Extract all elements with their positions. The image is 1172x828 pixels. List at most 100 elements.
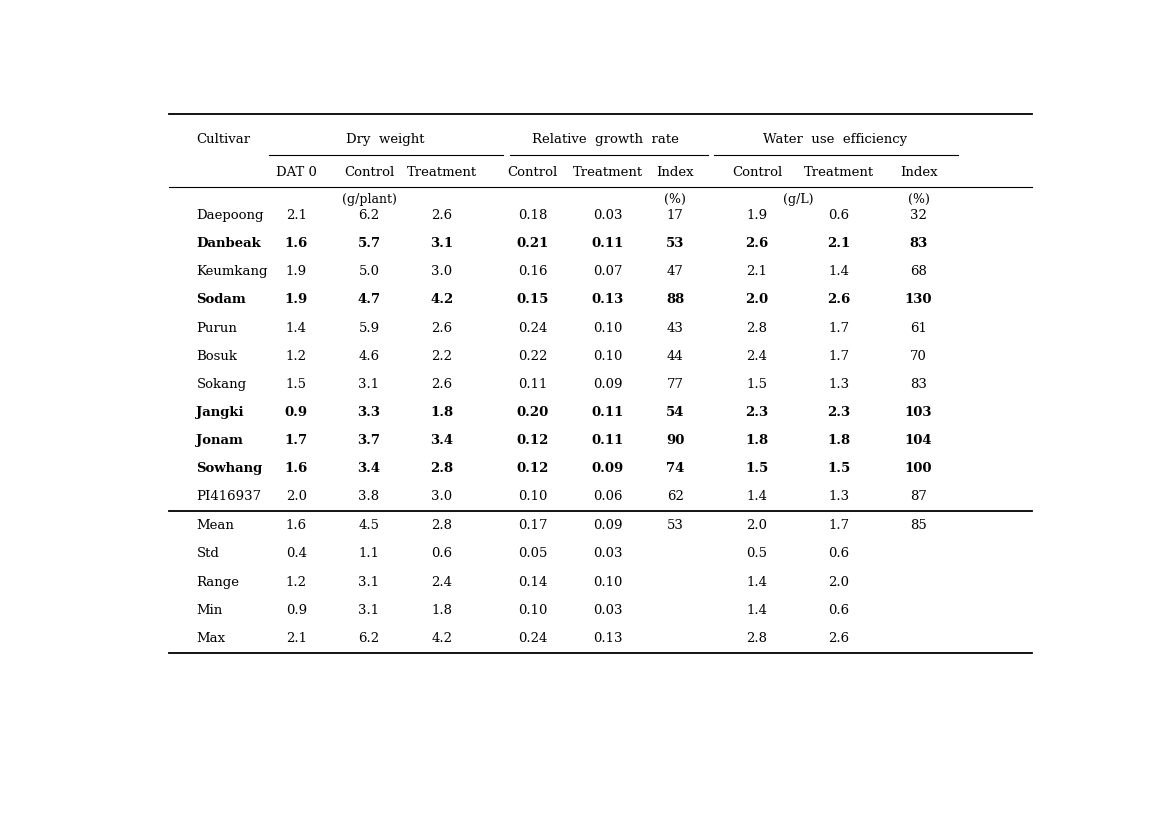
Text: Purun: Purun [197, 321, 238, 335]
Text: 3.1: 3.1 [359, 575, 380, 588]
Text: 3.7: 3.7 [357, 433, 381, 446]
Text: 1.9: 1.9 [286, 265, 307, 278]
Text: 87: 87 [911, 489, 927, 503]
Text: 6.2: 6.2 [359, 631, 380, 644]
Text: 17: 17 [667, 209, 683, 222]
Text: 0.21: 0.21 [517, 237, 548, 250]
Text: 32: 32 [911, 209, 927, 222]
Text: Index: Index [900, 166, 938, 179]
Text: 0.9: 0.9 [285, 405, 308, 418]
Text: 1.9: 1.9 [285, 293, 308, 306]
Text: 0.15: 0.15 [517, 293, 548, 306]
Text: 0.5: 0.5 [747, 546, 768, 560]
Text: 0.24: 0.24 [518, 631, 547, 644]
Text: 1.8: 1.8 [827, 433, 850, 446]
Text: 2.8: 2.8 [431, 519, 452, 532]
Text: Treatment: Treatment [407, 166, 477, 179]
Text: 0.10: 0.10 [593, 321, 622, 335]
Text: Jonam: Jonam [197, 433, 244, 446]
Text: 3.3: 3.3 [357, 405, 381, 418]
Text: Sowhang: Sowhang [197, 461, 263, 474]
Text: 100: 100 [905, 461, 932, 474]
Text: 0.07: 0.07 [593, 265, 622, 278]
Text: 0.12: 0.12 [517, 461, 548, 474]
Text: 1.5: 1.5 [747, 378, 768, 390]
Text: 1.5: 1.5 [827, 461, 850, 474]
Text: 2.8: 2.8 [430, 461, 454, 474]
Text: 53: 53 [666, 237, 684, 250]
Text: Bosuk: Bosuk [197, 349, 238, 362]
Text: 0.11: 0.11 [592, 405, 625, 418]
Text: 0.6: 0.6 [829, 209, 850, 222]
Text: Range: Range [197, 575, 239, 588]
Text: 130: 130 [905, 293, 932, 306]
Text: 44: 44 [667, 349, 683, 362]
Text: 1.8: 1.8 [430, 405, 454, 418]
Text: Std: Std [197, 546, 219, 560]
Text: 1.3: 1.3 [829, 378, 850, 390]
Text: 0.09: 0.09 [593, 519, 622, 532]
Text: 0.05: 0.05 [518, 546, 547, 560]
Text: 2.8: 2.8 [747, 631, 768, 644]
Text: 0.22: 0.22 [518, 349, 547, 362]
Text: 0.20: 0.20 [517, 405, 548, 418]
Text: 2.6: 2.6 [745, 237, 769, 250]
Text: 3.1: 3.1 [359, 378, 380, 390]
Text: 4.2: 4.2 [430, 293, 454, 306]
Text: 2.1: 2.1 [747, 265, 768, 278]
Text: 1.5: 1.5 [286, 378, 307, 390]
Text: 0.16: 0.16 [518, 265, 547, 278]
Text: Treatment: Treatment [573, 166, 643, 179]
Text: Cultivar: Cultivar [197, 132, 251, 146]
Text: Control: Control [507, 166, 558, 179]
Text: 0.03: 0.03 [593, 209, 622, 222]
Text: 2.4: 2.4 [747, 349, 768, 362]
Text: 3.0: 3.0 [431, 265, 452, 278]
Text: 3.4: 3.4 [430, 433, 454, 446]
Text: 3.0: 3.0 [431, 489, 452, 503]
Text: 0.17: 0.17 [518, 519, 547, 532]
Text: 0.18: 0.18 [518, 209, 547, 222]
Text: 0.03: 0.03 [593, 546, 622, 560]
Text: 2.6: 2.6 [431, 378, 452, 390]
Text: Sokang: Sokang [197, 378, 246, 390]
Text: 0.13: 0.13 [593, 631, 622, 644]
Text: 77: 77 [667, 378, 683, 390]
Text: 0.14: 0.14 [518, 575, 547, 588]
Text: 0.9: 0.9 [286, 603, 307, 616]
Text: 3.8: 3.8 [359, 489, 380, 503]
Text: 1.4: 1.4 [747, 603, 768, 616]
Text: 1.4: 1.4 [829, 265, 850, 278]
Text: 0.11: 0.11 [592, 237, 625, 250]
Text: 2.0: 2.0 [286, 489, 307, 503]
Text: Mean: Mean [197, 519, 234, 532]
Text: 0.12: 0.12 [517, 433, 548, 446]
Text: Sodam: Sodam [197, 293, 246, 306]
Text: 53: 53 [667, 519, 683, 532]
Text: 4.5: 4.5 [359, 519, 380, 532]
Text: 1.7: 1.7 [285, 433, 308, 446]
Text: 2.6: 2.6 [431, 209, 452, 222]
Text: 2.6: 2.6 [431, 321, 452, 335]
Text: 1.7: 1.7 [829, 349, 850, 362]
Text: Treatment: Treatment [804, 166, 873, 179]
Text: Water  use  efficiency: Water use efficiency [763, 132, 907, 146]
Text: 0.10: 0.10 [593, 575, 622, 588]
Text: 1.4: 1.4 [747, 489, 768, 503]
Text: PI416937: PI416937 [197, 489, 261, 503]
Text: 83: 83 [911, 378, 927, 390]
Text: 2.0: 2.0 [747, 519, 768, 532]
Text: 0.6: 0.6 [431, 546, 452, 560]
Text: 3.1: 3.1 [359, 603, 380, 616]
Text: 47: 47 [667, 265, 683, 278]
Text: DAT 0: DAT 0 [275, 166, 316, 179]
Text: 1.6: 1.6 [286, 519, 307, 532]
Text: 0.03: 0.03 [593, 603, 622, 616]
Text: 3.4: 3.4 [357, 461, 381, 474]
Text: 61: 61 [911, 321, 927, 335]
Text: 1.5: 1.5 [745, 461, 769, 474]
Text: 104: 104 [905, 433, 933, 446]
Text: Max: Max [197, 631, 225, 644]
Text: 83: 83 [909, 237, 928, 250]
Text: Control: Control [343, 166, 394, 179]
